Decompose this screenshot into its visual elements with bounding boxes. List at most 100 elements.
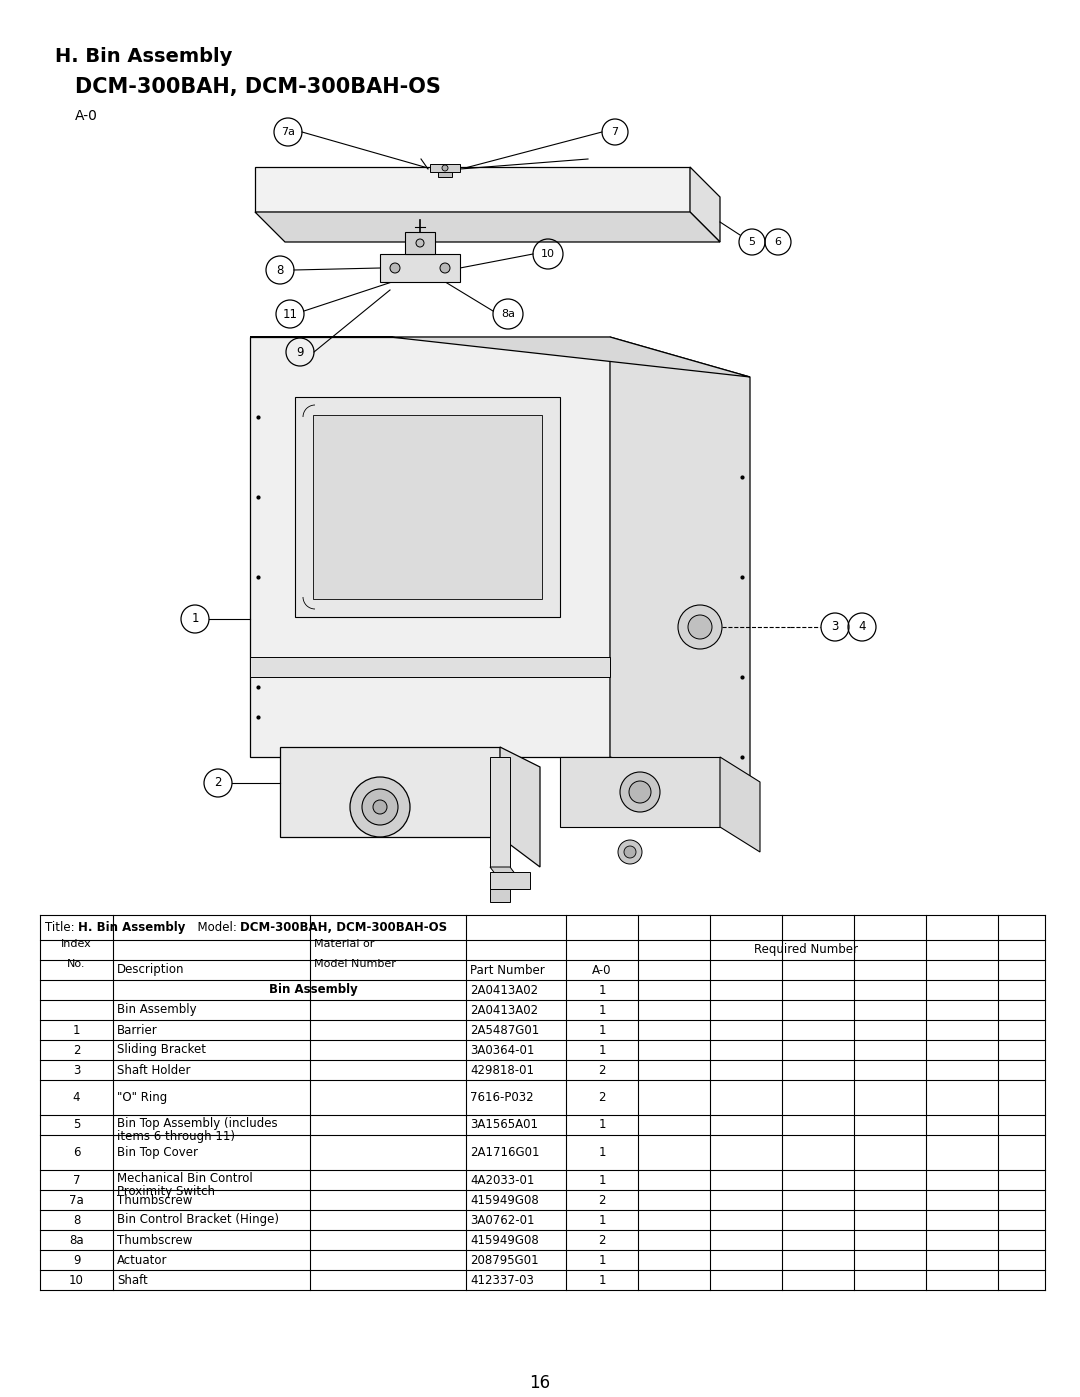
Text: "O" Ring: "O" Ring bbox=[117, 1091, 167, 1104]
Text: 208795G01: 208795G01 bbox=[470, 1253, 539, 1267]
Text: Title:: Title: bbox=[45, 921, 79, 935]
Text: 1: 1 bbox=[191, 612, 199, 626]
Text: 10: 10 bbox=[69, 1274, 84, 1287]
Polygon shape bbox=[490, 868, 525, 887]
Circle shape bbox=[688, 615, 712, 638]
Text: 9: 9 bbox=[72, 1253, 80, 1267]
Polygon shape bbox=[690, 168, 720, 242]
Polygon shape bbox=[280, 747, 500, 837]
Text: 415949G08: 415949G08 bbox=[470, 1193, 539, 1207]
Text: 6: 6 bbox=[72, 1146, 80, 1160]
Text: DCM-300BAH, DCM-300BAH-OS: DCM-300BAH, DCM-300BAH-OS bbox=[75, 77, 441, 96]
Text: Model Number: Model Number bbox=[314, 958, 396, 970]
Text: A-0: A-0 bbox=[75, 109, 98, 123]
Circle shape bbox=[390, 263, 400, 272]
Text: Thumbscrew: Thumbscrew bbox=[117, 1193, 192, 1207]
Text: No.: No. bbox=[67, 958, 85, 970]
Text: 4: 4 bbox=[859, 620, 866, 633]
Text: Index: Index bbox=[62, 939, 92, 949]
Circle shape bbox=[442, 165, 448, 170]
Polygon shape bbox=[313, 415, 542, 599]
Circle shape bbox=[440, 263, 450, 272]
Circle shape bbox=[624, 847, 636, 858]
Text: 7: 7 bbox=[72, 1173, 80, 1186]
Bar bbox=[430, 163, 460, 172]
Polygon shape bbox=[490, 872, 530, 888]
Polygon shape bbox=[490, 757, 510, 868]
Text: Proximity Switch: Proximity Switch bbox=[117, 1185, 215, 1199]
Text: 5: 5 bbox=[748, 237, 756, 247]
Polygon shape bbox=[380, 254, 460, 282]
Text: 1: 1 bbox=[598, 1173, 606, 1186]
Text: 1: 1 bbox=[598, 1003, 606, 1017]
Text: Bin Top Cover: Bin Top Cover bbox=[117, 1146, 198, 1160]
Text: 3: 3 bbox=[832, 620, 839, 633]
Text: 415949G08: 415949G08 bbox=[470, 1234, 539, 1246]
Text: 2A5487G01: 2A5487G01 bbox=[470, 1024, 539, 1037]
Text: 5: 5 bbox=[72, 1119, 80, 1132]
Text: 1: 1 bbox=[598, 1253, 606, 1267]
Text: 8a: 8a bbox=[69, 1234, 84, 1246]
Circle shape bbox=[678, 605, 723, 650]
Text: 3A0364-01: 3A0364-01 bbox=[470, 1044, 535, 1056]
Text: 1: 1 bbox=[598, 1044, 606, 1056]
Polygon shape bbox=[249, 337, 610, 757]
Polygon shape bbox=[249, 337, 750, 377]
Text: 3: 3 bbox=[72, 1063, 80, 1077]
Text: Description: Description bbox=[117, 964, 185, 977]
Polygon shape bbox=[255, 212, 720, 242]
Circle shape bbox=[373, 800, 387, 814]
Text: 2: 2 bbox=[598, 1234, 606, 1246]
Polygon shape bbox=[610, 337, 750, 798]
Text: 2: 2 bbox=[214, 777, 221, 789]
Text: Bin Assembly: Bin Assembly bbox=[269, 983, 357, 996]
Circle shape bbox=[620, 773, 660, 812]
Text: 1: 1 bbox=[598, 1214, 606, 1227]
Polygon shape bbox=[295, 397, 561, 617]
Text: 8: 8 bbox=[276, 264, 284, 277]
Polygon shape bbox=[561, 757, 720, 827]
Text: H. Bin Assembly: H. Bin Assembly bbox=[55, 47, 232, 66]
Text: 8: 8 bbox=[72, 1214, 80, 1227]
Text: Bin Control Bracket (Hinge): Bin Control Bracket (Hinge) bbox=[117, 1214, 279, 1227]
Polygon shape bbox=[490, 888, 510, 902]
Text: H. Bin Assembly: H. Bin Assembly bbox=[78, 921, 186, 935]
Bar bbox=[438, 172, 453, 177]
Text: Bin Top Assembly (includes: Bin Top Assembly (includes bbox=[117, 1118, 278, 1130]
Text: 2: 2 bbox=[72, 1044, 80, 1056]
Text: Barrier: Barrier bbox=[117, 1024, 158, 1037]
Text: 7: 7 bbox=[611, 127, 619, 137]
Text: A-0: A-0 bbox=[592, 964, 611, 977]
Text: 1: 1 bbox=[72, 1024, 80, 1037]
Polygon shape bbox=[405, 232, 435, 254]
Circle shape bbox=[362, 789, 399, 826]
Circle shape bbox=[618, 840, 642, 863]
Text: Required Number: Required Number bbox=[754, 943, 858, 957]
Text: 2: 2 bbox=[598, 1091, 606, 1104]
Text: 2A0413A02: 2A0413A02 bbox=[470, 983, 538, 996]
Text: 2: 2 bbox=[598, 1063, 606, 1077]
Circle shape bbox=[416, 239, 424, 247]
Polygon shape bbox=[249, 657, 610, 678]
Text: 7a: 7a bbox=[69, 1193, 84, 1207]
Text: Material or: Material or bbox=[314, 939, 375, 949]
Circle shape bbox=[350, 777, 410, 837]
Text: 1: 1 bbox=[598, 983, 606, 996]
Circle shape bbox=[629, 781, 651, 803]
Text: 1: 1 bbox=[598, 1024, 606, 1037]
Text: Shaft Holder: Shaft Holder bbox=[117, 1063, 190, 1077]
Text: 8a: 8a bbox=[501, 309, 515, 319]
Text: 1: 1 bbox=[598, 1119, 606, 1132]
Text: 7616-P032: 7616-P032 bbox=[470, 1091, 534, 1104]
Text: 2A0413A02: 2A0413A02 bbox=[470, 1003, 538, 1017]
Text: Shaft: Shaft bbox=[117, 1274, 148, 1287]
Text: 2A1716G01: 2A1716G01 bbox=[470, 1146, 540, 1160]
Text: 3A0762-01: 3A0762-01 bbox=[470, 1214, 535, 1227]
Text: 429818-01: 429818-01 bbox=[470, 1063, 534, 1077]
Polygon shape bbox=[255, 168, 690, 212]
Text: Sliding Bracket: Sliding Bracket bbox=[117, 1044, 206, 1056]
Text: 11: 11 bbox=[283, 307, 297, 320]
Text: 4A2033-01: 4A2033-01 bbox=[470, 1173, 535, 1186]
Text: Actuator: Actuator bbox=[117, 1253, 167, 1267]
Polygon shape bbox=[720, 757, 760, 852]
